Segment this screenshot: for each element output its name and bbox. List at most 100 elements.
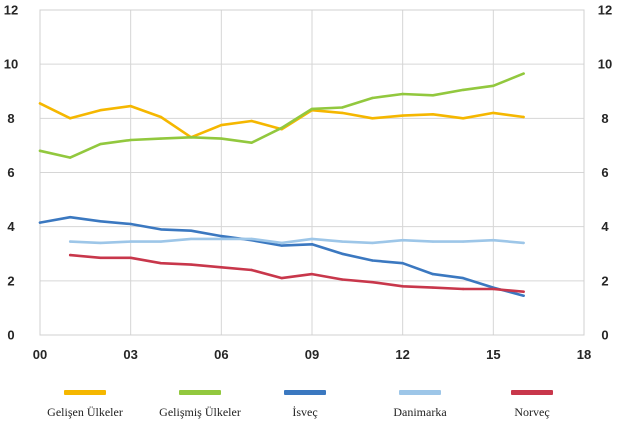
x-tick-label: 00 [33, 347, 47, 362]
legend-item: İsveç [245, 385, 365, 420]
data-point [401, 114, 404, 117]
data-point [371, 117, 374, 120]
data-point [129, 256, 132, 259]
y-axis-left-tick-labels: 0 2 4 6 8 10 12 [4, 3, 18, 343]
data-point [431, 286, 435, 289]
data-point [99, 256, 102, 259]
x-tick-label: 12 [395, 347, 409, 362]
data-point [341, 106, 344, 109]
data-point [522, 115, 525, 119]
y-tick-label-left: 8 [7, 111, 14, 126]
y-tick-label-right: 6 [601, 165, 608, 180]
data-point [280, 276, 283, 280]
y-tick-label-right: 10 [598, 57, 612, 72]
y-tick-label-right: 0 [601, 328, 608, 343]
data-point [159, 137, 163, 140]
legend-swatch [511, 390, 553, 395]
legend-item: Gelişmiş Ülkeler [140, 385, 260, 420]
legend-label: Gelişmiş Ülkeler [159, 405, 241, 419]
data-point [189, 229, 193, 232]
data-point [492, 239, 495, 242]
data-point [461, 88, 465, 92]
data-point [492, 287, 495, 291]
data-point [341, 111, 344, 115]
gridlines [39, 9, 585, 336]
legend-label: Norveç [514, 405, 550, 419]
data-point [522, 294, 525, 297]
data-point [69, 156, 72, 159]
y-tick-label-right: 8 [601, 111, 608, 126]
series-line-4 [68, 253, 525, 294]
y-tick-label-right: 12 [598, 3, 612, 18]
series-lines [38, 72, 525, 298]
data-point [220, 237, 223, 241]
x-tick-label: 09 [305, 347, 319, 362]
series-line-0 [38, 102, 525, 139]
y-axis-right-tick-labels: 0 2 4 6 8 10 12 [598, 3, 612, 343]
x-tick-label: 18 [577, 347, 591, 362]
legend-swatch [64, 390, 106, 395]
x-tick-label: 03 [123, 347, 137, 362]
y-tick-label-right: 4 [601, 219, 609, 234]
data-point [129, 240, 132, 243]
data-point [69, 216, 72, 219]
y-tick-label-left: 6 [7, 165, 14, 180]
data-point [220, 137, 223, 140]
legend-swatch [399, 390, 441, 395]
data-point [341, 252, 344, 255]
legend: Gelişen Ülkeler Gelişmiş Ülkeler İsveç Dani… [0, 385, 620, 427]
data-point [310, 107, 314, 111]
data-point [250, 268, 253, 272]
y-tick-label-left: 12 [4, 3, 18, 18]
series-line-2 [38, 215, 525, 298]
data-point [189, 263, 193, 266]
legend-item: Danimarka [360, 385, 480, 420]
data-point [492, 111, 495, 115]
y-tick-label-left: 0 [7, 328, 14, 343]
data-point [371, 96, 374, 100]
data-point [431, 272, 435, 276]
data-point [461, 287, 465, 291]
data-point [250, 237, 253, 241]
data-point [310, 237, 314, 241]
x-axis-tick-labels: 00 03 06 09 12 15 18 [33, 347, 591, 362]
data-point [189, 136, 193, 139]
data-point [371, 241, 374, 245]
data-point [280, 126, 283, 129]
data-point [280, 241, 283, 245]
data-point [250, 141, 253, 144]
data-point [159, 115, 163, 119]
data-point [461, 276, 465, 280]
data-point [401, 262, 404, 265]
y-tick-label-left: 2 [7, 273, 14, 288]
data-point [371, 281, 374, 284]
plot-area-frame [39, 9, 585, 336]
data-point [159, 228, 163, 231]
legend-label: Danimarka [393, 405, 447, 419]
data-point [99, 241, 102, 245]
data-point [280, 244, 283, 247]
data-point [69, 253, 72, 257]
data-point [38, 149, 42, 152]
data-point [189, 237, 193, 241]
data-point [431, 94, 435, 97]
data-point [310, 243, 314, 246]
data-point [522, 241, 525, 245]
legend-swatch [284, 390, 326, 395]
data-point [129, 104, 132, 108]
data-point [401, 239, 404, 242]
data-point [461, 240, 465, 243]
data-point [522, 72, 525, 75]
data-point [492, 84, 495, 88]
data-point [250, 119, 253, 123]
legend-item: Gelişen Ülkeler [25, 385, 145, 420]
data-point [341, 278, 344, 281]
data-point [69, 240, 72, 243]
data-point [220, 123, 223, 127]
y-tick-label-right: 2 [601, 273, 608, 288]
data-point [99, 220, 102, 223]
data-point [99, 142, 102, 146]
data-point [522, 290, 525, 293]
data-point [461, 117, 465, 120]
legend-item: Norveç [472, 385, 592, 420]
